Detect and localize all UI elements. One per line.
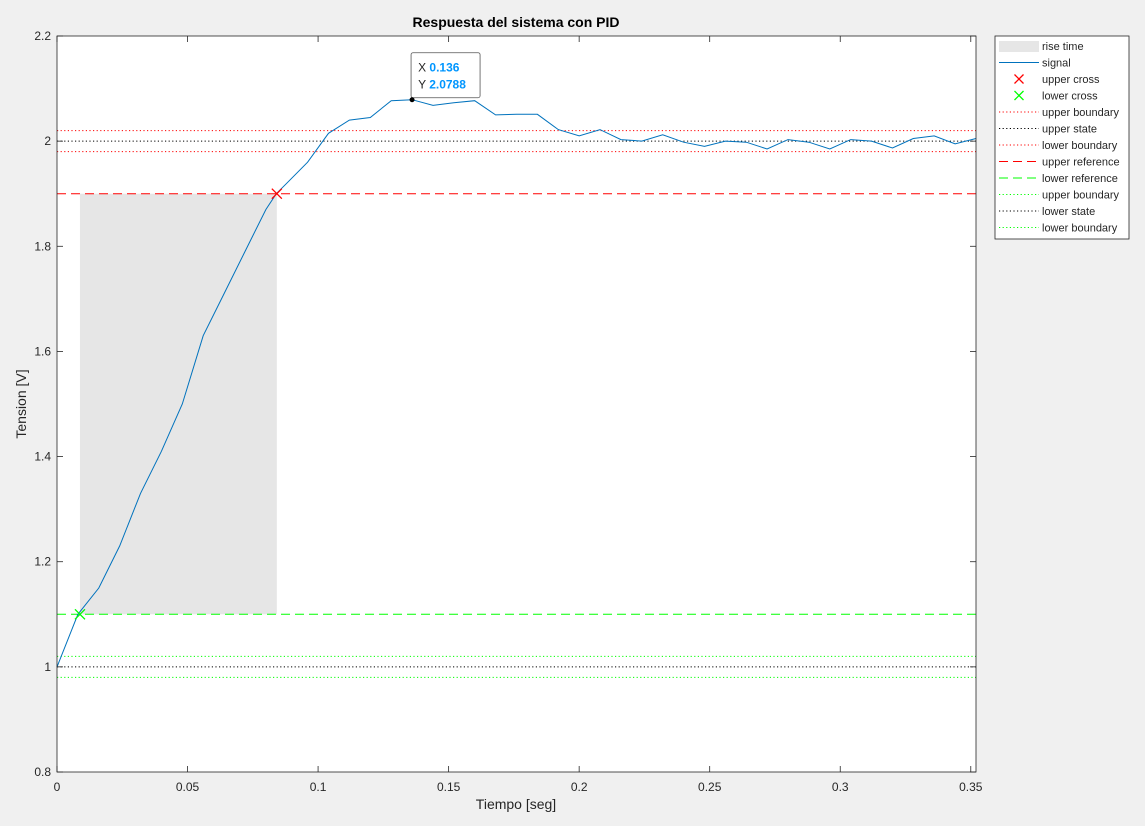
legend-label: lower cross bbox=[1042, 91, 1098, 103]
y-tick-label: 1.8 bbox=[34, 239, 51, 253]
x-tick-label: 0.1 bbox=[310, 780, 327, 794]
legend-item[interactable]: lower boundary bbox=[999, 140, 1118, 152]
legend-item[interactable]: upper boundary bbox=[999, 190, 1120, 202]
upper-cross-marker bbox=[271, 188, 283, 200]
datatip-y-label: Y bbox=[418, 78, 429, 92]
axes-box bbox=[56, 35, 977, 773]
legend-item[interactable]: rise time bbox=[999, 41, 1084, 53]
lower-cross-marker-stroke bbox=[74, 608, 86, 620]
legend-item[interactable]: upper reference bbox=[999, 157, 1120, 169]
datatip-point bbox=[409, 97, 415, 103]
legend-item[interactable]: lower reference bbox=[999, 173, 1118, 185]
y-tick-label: 1.4 bbox=[34, 450, 51, 464]
y-tick-label: 2 bbox=[44, 134, 51, 148]
legend-label: signal bbox=[1042, 58, 1071, 70]
y-axis-label: Tension [V] bbox=[13, 369, 29, 438]
legend-swatch-marker bbox=[1014, 90, 1024, 101]
legend-label: lower reference bbox=[1042, 173, 1118, 185]
y-tick-label: 2.2 bbox=[34, 29, 51, 43]
x-tick-label: 0.35 bbox=[959, 780, 983, 794]
legend-label: upper cross bbox=[1042, 74, 1100, 86]
legend-swatch-patch bbox=[999, 41, 1039, 52]
signal-line-group bbox=[56, 99, 977, 668]
x-tick-label: 0.25 bbox=[698, 780, 722, 794]
x-tick-label: 0 bbox=[54, 780, 61, 794]
x-tick-label: 0.05 bbox=[176, 780, 200, 794]
legend-label: upper boundary bbox=[1042, 107, 1120, 119]
legend-item[interactable]: lower boundary bbox=[999, 223, 1118, 235]
legend-label: upper reference bbox=[1042, 157, 1120, 169]
y-tick-label: 0.8 bbox=[34, 765, 51, 779]
upper-cross-marker-stroke bbox=[271, 188, 283, 200]
axes-group: 0 0.05 0.1 0.15 0.2 0.25 0.3 0.35 0.8 1 1.2 1.4 1.6 1… bbox=[34, 29, 982, 794]
legend-item[interactable]: signal bbox=[999, 58, 1071, 70]
legend-box bbox=[994, 35, 1130, 240]
rise-time-region bbox=[79, 193, 277, 615]
legend-label: lower state bbox=[1042, 206, 1095, 218]
cross-markers-group bbox=[74, 188, 283, 620]
legend-item[interactable]: upper boundary bbox=[999, 107, 1120, 119]
signal-line bbox=[56, 99, 977, 668]
legend-label: lower boundary bbox=[1042, 223, 1118, 235]
x-tick-label: 0.2 bbox=[571, 780, 588, 794]
lower-cross-marker bbox=[74, 608, 86, 620]
legend-item[interactable]: lower cross bbox=[1014, 90, 1099, 103]
datatip-y-value: 2.0788 bbox=[429, 78, 466, 92]
datatip-box[interactable] bbox=[410, 52, 481, 99]
datatip-y-row: Y 2.0788 bbox=[418, 78, 466, 92]
x-tick-label: 0.15 bbox=[437, 780, 461, 794]
legend-item[interactable]: lower state bbox=[999, 206, 1095, 218]
legend-item[interactable]: upper state bbox=[999, 124, 1097, 136]
x-axis-label: Tiempo [seg] bbox=[476, 796, 556, 812]
datatip-x-label: X bbox=[418, 61, 429, 75]
legend[interactable]: rise time signal upper cross lower cross upp… bbox=[994, 35, 1130, 240]
y-tick-label: 1.2 bbox=[34, 555, 51, 569]
legend-item[interactable]: upper cross bbox=[1014, 74, 1100, 86]
x-tick-label: 0.3 bbox=[832, 780, 849, 794]
legend-swatch-marker bbox=[1014, 74, 1024, 84]
datatip-x-value: 0.136 bbox=[429, 61, 459, 75]
legend-label: lower boundary bbox=[1042, 140, 1118, 152]
legend-label: rise time bbox=[1042, 41, 1084, 53]
chart-title: Respuesta del sistema con PID bbox=[413, 14, 620, 30]
datatip-x-row: X 0.136 bbox=[418, 61, 460, 75]
y-tick-label: 1 bbox=[44, 660, 51, 674]
legend-label: upper boundary bbox=[1042, 190, 1120, 202]
legend-label: upper state bbox=[1042, 124, 1097, 136]
rise-time-region-group bbox=[79, 193, 277, 615]
y-tick-label: 1.6 bbox=[34, 344, 51, 358]
